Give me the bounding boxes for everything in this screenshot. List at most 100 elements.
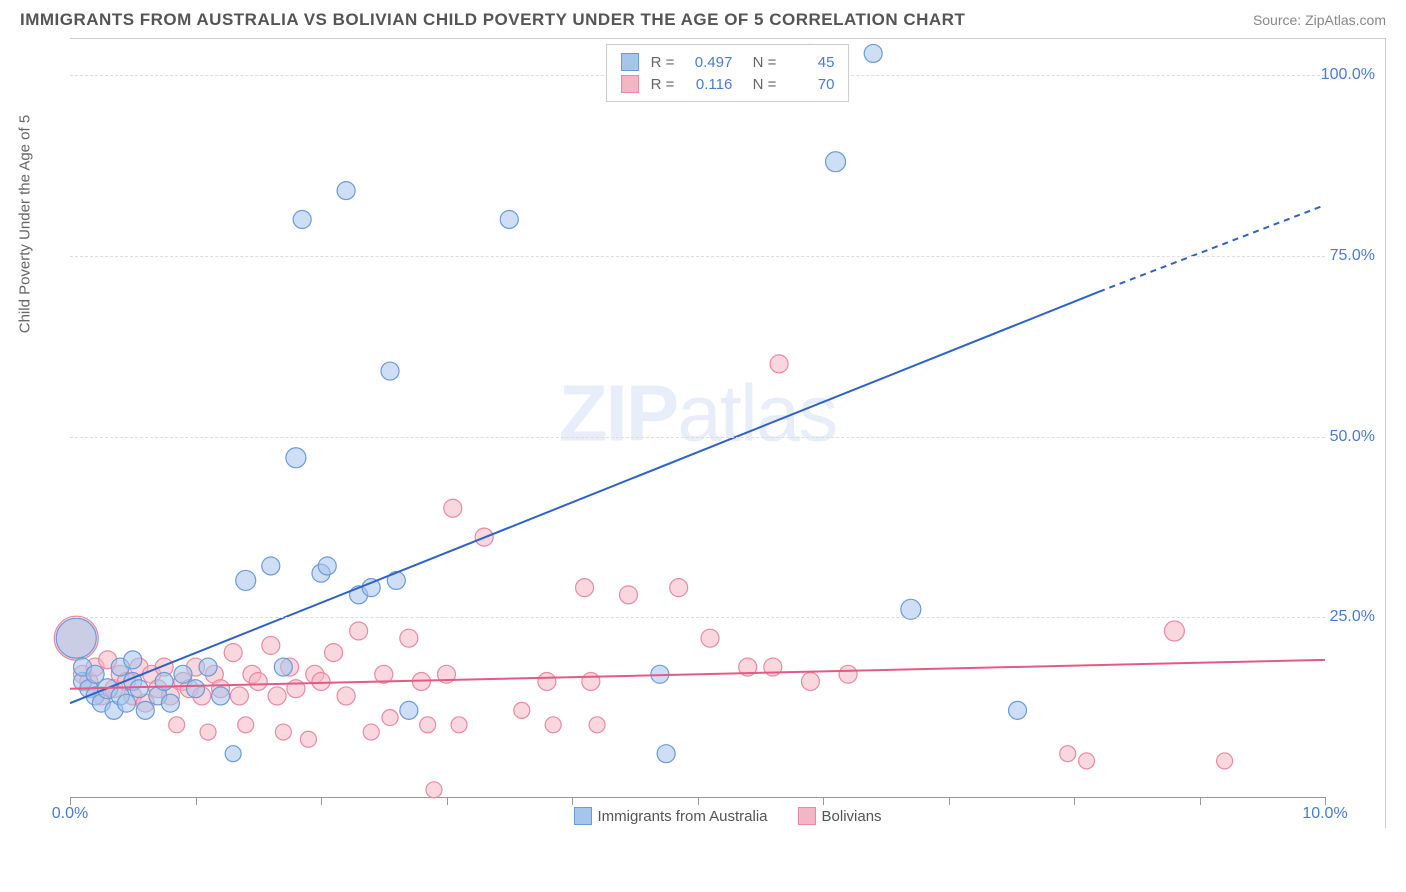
x-tick: [823, 797, 824, 805]
legend-swatch-bottom-0: [573, 807, 591, 825]
scatter-point: [268, 687, 286, 705]
correlation-legend: R = 0.497 N = 45 R = 0.116 N = 70: [606, 44, 850, 102]
scatter-point: [382, 710, 398, 726]
scatter-point: [124, 651, 142, 669]
scatter-point: [1079, 753, 1095, 769]
scatter-point: [363, 724, 379, 740]
scatter-point: [770, 355, 788, 373]
scatter-point: [286, 448, 306, 468]
scatter-point: [500, 210, 518, 228]
y-tick-label: 100.0%: [1321, 66, 1375, 84]
scatter-point: [839, 665, 857, 683]
x-tick: [447, 797, 448, 805]
x-tick: [1325, 797, 1326, 805]
scatter-point: [199, 658, 217, 676]
scatter-point: [274, 658, 292, 676]
trend-line: [70, 292, 1099, 703]
legend-row-series-1: R = 0.116 N = 70: [621, 73, 835, 95]
scatter-point: [444, 499, 462, 517]
scatter-point: [187, 680, 205, 698]
series-legend: Immigrants from Australia Bolivians: [573, 807, 881, 825]
x-tick: [1200, 797, 1201, 805]
scatter-point: [262, 557, 280, 575]
r-value-1: 0.116: [682, 76, 732, 93]
legend-swatch-0: [621, 53, 639, 71]
scatter-point: [337, 182, 355, 200]
chart-title: IMMIGRANTS FROM AUSTRALIA VS BOLIVIAN CH…: [20, 10, 965, 30]
scatter-point: [275, 724, 291, 740]
scatter-point: [56, 618, 96, 658]
legend-row-series-0: R = 0.497 N = 45: [621, 51, 835, 73]
scatter-point: [312, 673, 330, 691]
x-tick-label: 10.0%: [1302, 805, 1347, 823]
scatter-point: [514, 702, 530, 718]
n-value-1: 70: [784, 76, 834, 93]
x-tick: [70, 797, 71, 805]
scatter-point: [212, 687, 230, 705]
scatter-point: [169, 717, 185, 733]
scatter-point: [619, 586, 637, 604]
legend-item-0: Immigrants from Australia: [573, 807, 767, 825]
scatter-point: [451, 717, 467, 733]
scatter-point: [657, 745, 675, 763]
n-label: N =: [744, 76, 776, 93]
chart-container: Child Poverty Under the Age of 5 ZIPatla…: [70, 38, 1386, 828]
scatter-point: [136, 701, 154, 719]
y-axis-label: Child Poverty Under the Age of 5: [17, 114, 34, 332]
scatter-point: [130, 680, 148, 698]
scatter-point: [230, 687, 248, 705]
x-tick: [572, 797, 573, 805]
chart-header: IMMIGRANTS FROM AUSTRALIA VS BOLIVIAN CH…: [0, 0, 1406, 38]
trend-line-extrapolated: [1099, 205, 1325, 292]
scatter-point: [236, 570, 256, 590]
scatter-point: [381, 362, 399, 380]
scatter-point: [293, 210, 311, 228]
scatter-point: [174, 665, 192, 683]
scatter-point: [224, 644, 242, 662]
scatter-point: [1009, 701, 1027, 719]
scatter-point: [1060, 746, 1076, 762]
legend-label-1: Bolivians: [822, 808, 882, 825]
n-label: N =: [744, 54, 776, 71]
scatter-point: [318, 557, 336, 575]
x-tick: [698, 797, 699, 805]
scatter-point: [426, 782, 442, 798]
y-tick-label: 25.0%: [1330, 608, 1375, 626]
scatter-point: [262, 636, 280, 654]
legend-item-1: Bolivians: [798, 807, 882, 825]
y-tick-label: 50.0%: [1330, 428, 1375, 446]
grid-line: [70, 256, 1325, 257]
scatter-point: [826, 152, 846, 172]
scatter-point: [1217, 753, 1233, 769]
scatter-point: [1164, 621, 1184, 641]
scatter-point: [576, 579, 594, 597]
scatter-point: [864, 44, 882, 62]
scatter-point: [400, 701, 418, 719]
scatter-point: [589, 717, 605, 733]
scatter-point: [300, 731, 316, 747]
source-label: Source:: [1253, 12, 1305, 28]
scatter-point: [538, 673, 556, 691]
source-name: ZipAtlas.com: [1305, 12, 1386, 28]
scatter-svg: [70, 39, 1325, 797]
source-attribution: Source: ZipAtlas.com: [1253, 12, 1386, 28]
scatter-point: [238, 717, 254, 733]
scatter-point: [117, 694, 135, 712]
scatter-point: [362, 579, 380, 597]
y-tick-label: 75.0%: [1330, 247, 1375, 265]
scatter-point: [337, 687, 355, 705]
legend-swatch-1: [621, 75, 639, 93]
grid-line: [70, 617, 1325, 618]
r-label: R =: [651, 76, 675, 93]
grid-line: [70, 437, 1325, 438]
x-tick: [321, 797, 322, 805]
x-tick: [1074, 797, 1075, 805]
r-label: R =: [651, 54, 675, 71]
scatter-point: [225, 746, 241, 762]
scatter-point: [420, 717, 436, 733]
scatter-point: [582, 673, 600, 691]
r-value-0: 0.497: [682, 54, 732, 71]
scatter-point: [325, 644, 343, 662]
n-value-0: 45: [784, 54, 834, 71]
scatter-point: [155, 673, 173, 691]
